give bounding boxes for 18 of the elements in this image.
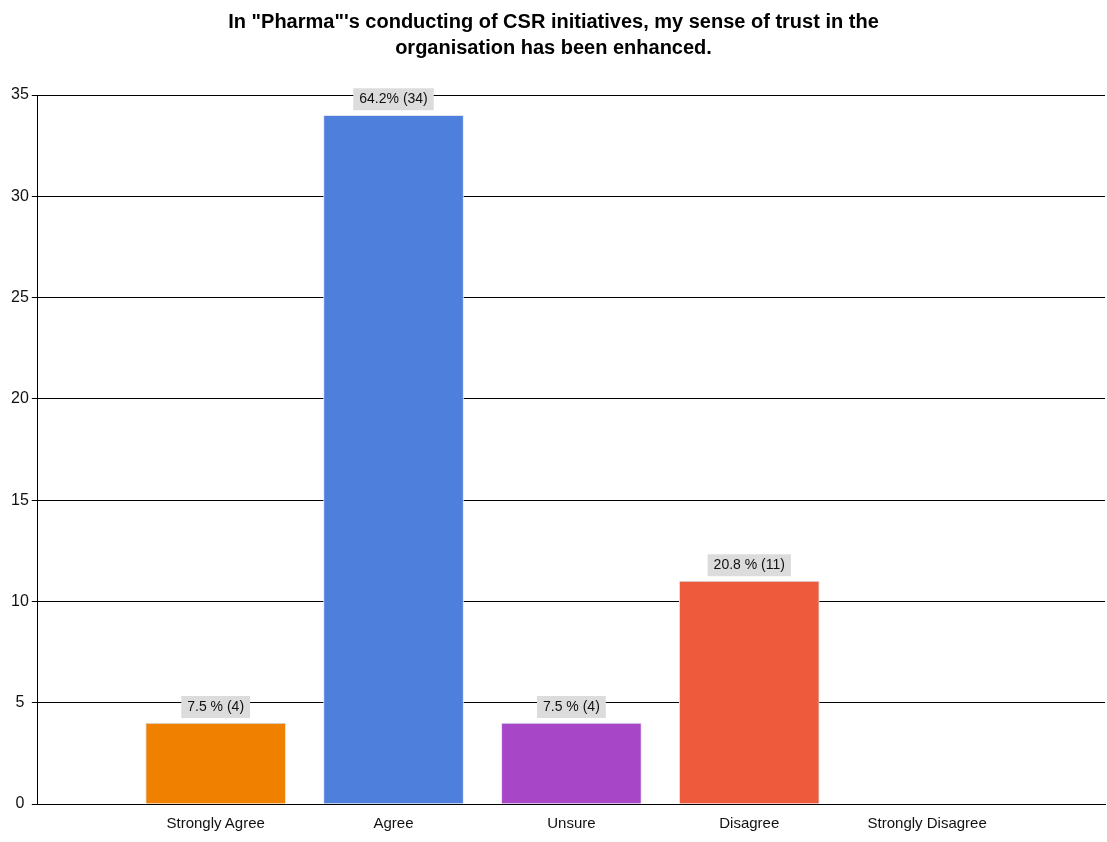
x-tick-label: Strongly Agree [166,814,265,832]
y-tick-label: 35 [11,85,29,103]
y-tick-label: 25 [11,287,29,305]
y-tick-label: 5 [15,693,25,711]
y-tick-label: 20 [11,389,29,407]
data-label: 20.8 % (11) [713,556,785,573]
x-tick-label: Strongly Disagree [867,814,987,832]
x-tick-label: Disagree [719,814,780,832]
y-tick-label: 10 [11,591,29,609]
y-tick-label: 30 [11,186,29,204]
data-label: 64.2% (34) [359,90,428,107]
x-tick-label: Agree [373,814,414,832]
data-label: 7.5 % (4) [187,697,245,714]
data-label: 7.5 % (4) [542,697,600,714]
y-tick-label: 15 [11,490,29,508]
chart-title: In "Pharma"'s conducting of CSR initiatives, my sense of trust in the organisation has been enhanced. [227,9,880,60]
x-tick-label: Unsure [547,814,596,832]
y-tick-label: 0 [15,794,25,812]
